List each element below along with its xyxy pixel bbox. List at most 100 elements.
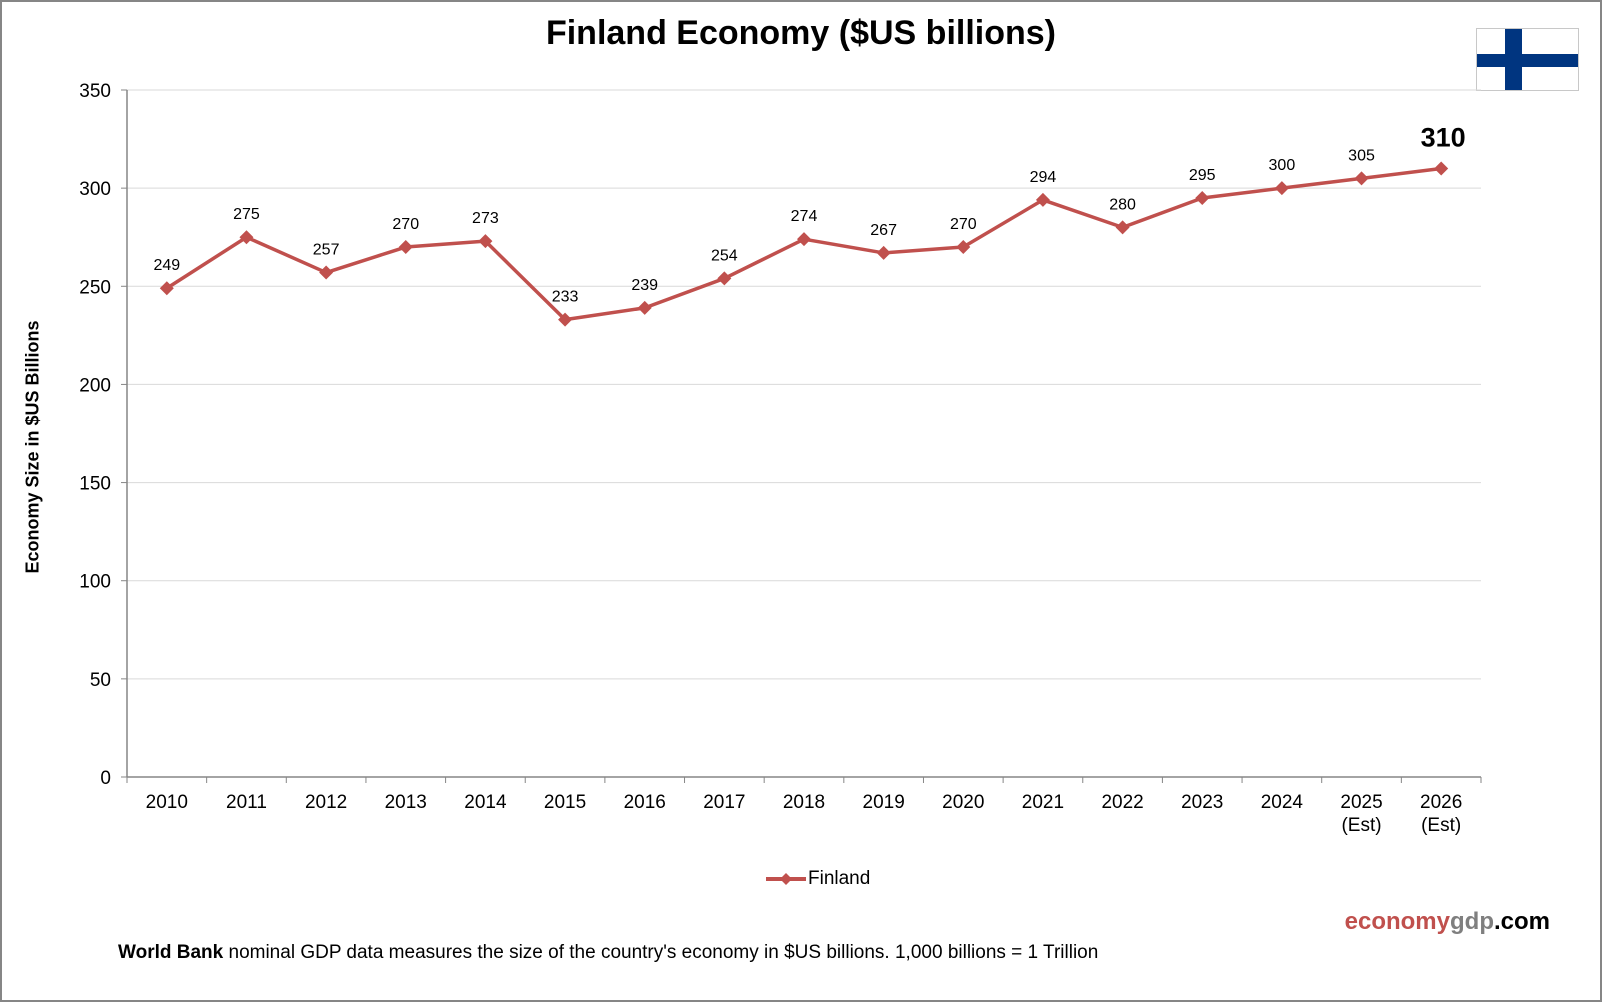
data-point-marker bbox=[1434, 161, 1449, 176]
x-tick-label-line: 2011 bbox=[226, 792, 267, 813]
x-tick-label-line: (Est) bbox=[1341, 815, 1381, 836]
data-label: 270 bbox=[950, 216, 977, 233]
brand-logo: economygdp.com bbox=[1345, 908, 1550, 936]
data-point-marker bbox=[1115, 220, 1130, 235]
x-tick-label: 2016 bbox=[624, 792, 666, 813]
x-tick-label-line: 2021 bbox=[1022, 792, 1064, 813]
data-label: 267 bbox=[870, 222, 897, 239]
axes bbox=[121, 89, 1482, 783]
x-tick-label: 2010 bbox=[146, 792, 188, 813]
data-label: 257 bbox=[313, 242, 340, 259]
flag-cross-vertical bbox=[1505, 29, 1522, 90]
data-label: 270 bbox=[392, 216, 419, 233]
data-label: 310 bbox=[1421, 123, 1466, 153]
data-label: 294 bbox=[1030, 169, 1057, 186]
x-tick-label: 2015 bbox=[544, 792, 586, 813]
data-labels: 249 275 257 270 273 233 239 254 274 267 270 294 280 2… bbox=[153, 123, 1465, 306]
data-point-marker bbox=[797, 232, 811, 247]
data-point-marker bbox=[1354, 171, 1369, 186]
data-point-marker bbox=[876, 245, 891, 260]
data-label: 305 bbox=[1348, 147, 1375, 164]
y-tick-label: 0 bbox=[100, 768, 111, 789]
data-point-marker bbox=[159, 281, 174, 296]
x-tick-label: 2020 bbox=[942, 792, 984, 813]
x-tick-label-line: 2022 bbox=[1101, 792, 1143, 813]
series-finland bbox=[159, 161, 1449, 327]
y-tick-label: 100 bbox=[79, 572, 111, 593]
data-label: 295 bbox=[1189, 167, 1216, 184]
data-point-marker bbox=[637, 300, 652, 315]
data-label: 274 bbox=[791, 208, 818, 225]
finland-flag-icon bbox=[1476, 28, 1579, 91]
footnote-source: World Bank bbox=[118, 942, 224, 963]
legend: Finland bbox=[764, 868, 870, 890]
y-tick-label: 300 bbox=[79, 179, 111, 200]
gridlines bbox=[127, 89, 1481, 680]
data-point-marker bbox=[956, 240, 971, 255]
data-label: 300 bbox=[1269, 157, 1296, 174]
x-tick-label-line: 2018 bbox=[783, 792, 825, 813]
legend-label: Finland bbox=[808, 868, 871, 889]
data-label: 275 bbox=[233, 206, 260, 223]
data-label: 280 bbox=[1109, 196, 1136, 213]
x-tick-label-line: 2025 bbox=[1340, 792, 1382, 813]
x-tick-label: 2025 (Est) bbox=[1340, 792, 1382, 836]
x-tick-label-line: 2014 bbox=[464, 792, 507, 813]
data-label: 254 bbox=[711, 247, 738, 264]
y-tick-labels: 0 50 100 150 200 250 300 350 bbox=[79, 81, 111, 789]
y-tick-label: 250 bbox=[79, 277, 111, 298]
data-point-marker bbox=[319, 265, 334, 280]
legend-marker-icon bbox=[766, 873, 806, 885]
data-point-marker bbox=[1274, 181, 1289, 196]
x-tick-label-line: 2013 bbox=[385, 792, 427, 813]
x-tick-label: 2026 (Est) bbox=[1420, 792, 1462, 836]
y-tick-label: 50 bbox=[90, 670, 111, 691]
x-tick-label-line: 2019 bbox=[863, 792, 905, 813]
brand-part-economy: economy bbox=[1344, 908, 1450, 935]
chart-title: Finland Economy ($US billions) bbox=[545, 14, 1057, 52]
x-tick-label: 2013 bbox=[385, 792, 427, 813]
x-tick-label: 2018 bbox=[783, 792, 825, 813]
x-tick-labels: 2010 2011 2012 2013 2014 2015 2016 2017 2018 2019… bbox=[146, 792, 1463, 836]
x-tick-label-line: 2012 bbox=[305, 792, 347, 813]
data-label: 273 bbox=[472, 210, 499, 227]
y-tick-label: 150 bbox=[79, 474, 111, 495]
data-label: 249 bbox=[153, 257, 180, 274]
x-tick-label-line: 2020 bbox=[942, 792, 984, 813]
y-tick-label: 350 bbox=[79, 81, 111, 102]
x-tick-label: 2023 bbox=[1181, 792, 1223, 813]
footnote-text: nominal GDP data measures the size of th… bbox=[223, 942, 1099, 963]
data-label: 233 bbox=[552, 289, 579, 306]
data-point-marker bbox=[398, 240, 413, 255]
data-point-marker bbox=[558, 312, 573, 327]
data-point-marker bbox=[478, 234, 493, 249]
x-tick-label: 2011 bbox=[226, 792, 267, 813]
brand-part-com: .com bbox=[1493, 908, 1550, 935]
data-label: 239 bbox=[631, 277, 658, 294]
x-tick-label-line: 2010 bbox=[146, 792, 188, 813]
x-tick-label-line: (Est) bbox=[1421, 815, 1461, 836]
x-tick-label-line: 2026 bbox=[1420, 792, 1462, 813]
data-point-marker bbox=[239, 230, 254, 245]
data-point-marker bbox=[717, 271, 732, 286]
x-tick-label-line: 2016 bbox=[624, 792, 666, 813]
flag-cross-horizontal bbox=[1477, 54, 1578, 67]
x-tick-label: 2022 bbox=[1101, 792, 1143, 813]
x-tick-label: 2019 bbox=[863, 792, 905, 813]
x-tick-label: 2017 bbox=[703, 792, 745, 813]
footnote: World Bank nominal GDP data measures the… bbox=[118, 942, 1098, 964]
x-tick-label: 2024 bbox=[1261, 792, 1304, 813]
x-tick-label-line: 2015 bbox=[544, 792, 586, 813]
x-tick-label-line: 2023 bbox=[1181, 792, 1223, 813]
y-tick-label: 200 bbox=[79, 375, 111, 396]
x-tick-label-line: 2017 bbox=[703, 792, 745, 813]
data-point-marker bbox=[1035, 192, 1050, 207]
x-tick-label: 2014 bbox=[464, 792, 507, 813]
x-tick-label: 2021 bbox=[1022, 792, 1064, 813]
data-point-marker bbox=[1195, 190, 1210, 205]
brand-part-gdp: gdp bbox=[1450, 908, 1494, 935]
x-tick-label-line: 2024 bbox=[1261, 792, 1304, 813]
x-tick-label: 2012 bbox=[305, 792, 347, 813]
